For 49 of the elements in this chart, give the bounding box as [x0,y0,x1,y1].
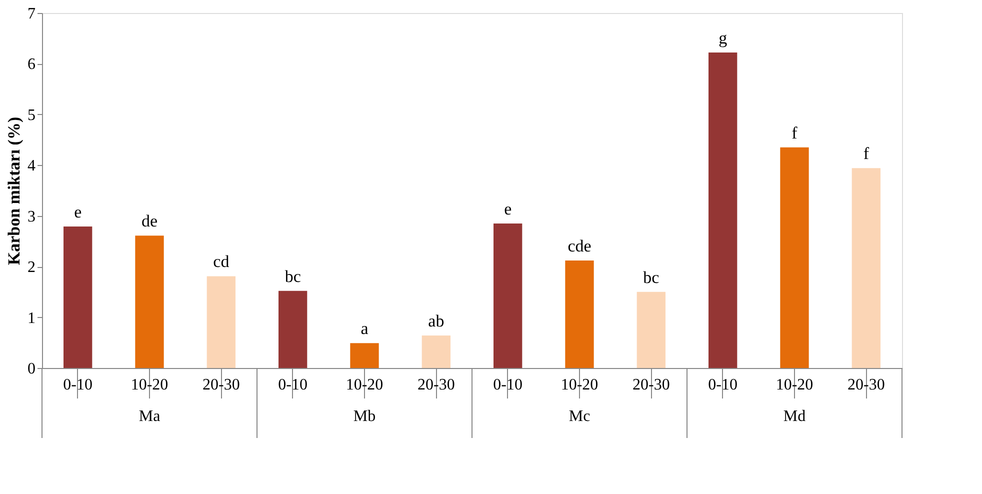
x-tick-label: 20-30 [418,376,455,394]
bar [64,226,92,368]
bar [708,52,738,368]
x-tick-label: 0-10 [63,376,92,394]
bar [852,168,880,368]
bar [135,236,164,368]
bar [206,276,236,368]
y-tick-label: 0 [28,360,36,378]
bar [350,343,379,368]
data-label: a [360,319,369,338]
y-tick-label: 2 [28,259,36,276]
y-tick-label: 3 [28,208,36,226]
x-tick-label: 0-10 [493,376,522,394]
x-tick-label: 10-20 [346,376,384,394]
x-tick-label: 10-20 [776,376,814,394]
text: Mb [353,408,376,425]
text: Mc [568,408,590,425]
bar [780,147,809,368]
bar [636,292,666,368]
data-label: e [74,202,82,222]
data-label: e [504,199,512,218]
data-label: g [718,28,728,48]
bar [278,290,308,368]
x-tick-label: 20-30 [202,376,240,394]
text: Ma [138,408,160,425]
y-axis-title: Karbon miktarı (%) [4,116,24,266]
data-label: bc [284,266,302,286]
data-label: de [141,212,158,231]
x-tick-label: 0-10 [708,376,738,394]
y-tick-label: 7 [28,6,36,22]
bar [494,223,522,368]
data-label: f [792,123,798,142]
y-tick-label: 1 [28,310,36,327]
data-label: bc [643,268,660,287]
y-tick-label: 4 [28,158,36,175]
y-tick-label: 5 [28,106,36,124]
x-tick-label: 20-30 [632,376,670,394]
x-tick-label: 10-20 [130,376,168,394]
bar [422,336,450,368]
data-label: f [863,144,870,164]
data-label: cd [213,252,230,272]
text: Md [783,408,806,425]
data-label: cde [568,236,592,256]
x-tick-label: 20-30 [848,376,885,394]
x-tick-label: 0-10 [278,376,308,394]
bar [565,260,594,368]
data-label: ab [428,312,444,331]
y-tick-label: 6 [28,56,36,74]
x-tick-label: 10-20 [560,376,598,394]
